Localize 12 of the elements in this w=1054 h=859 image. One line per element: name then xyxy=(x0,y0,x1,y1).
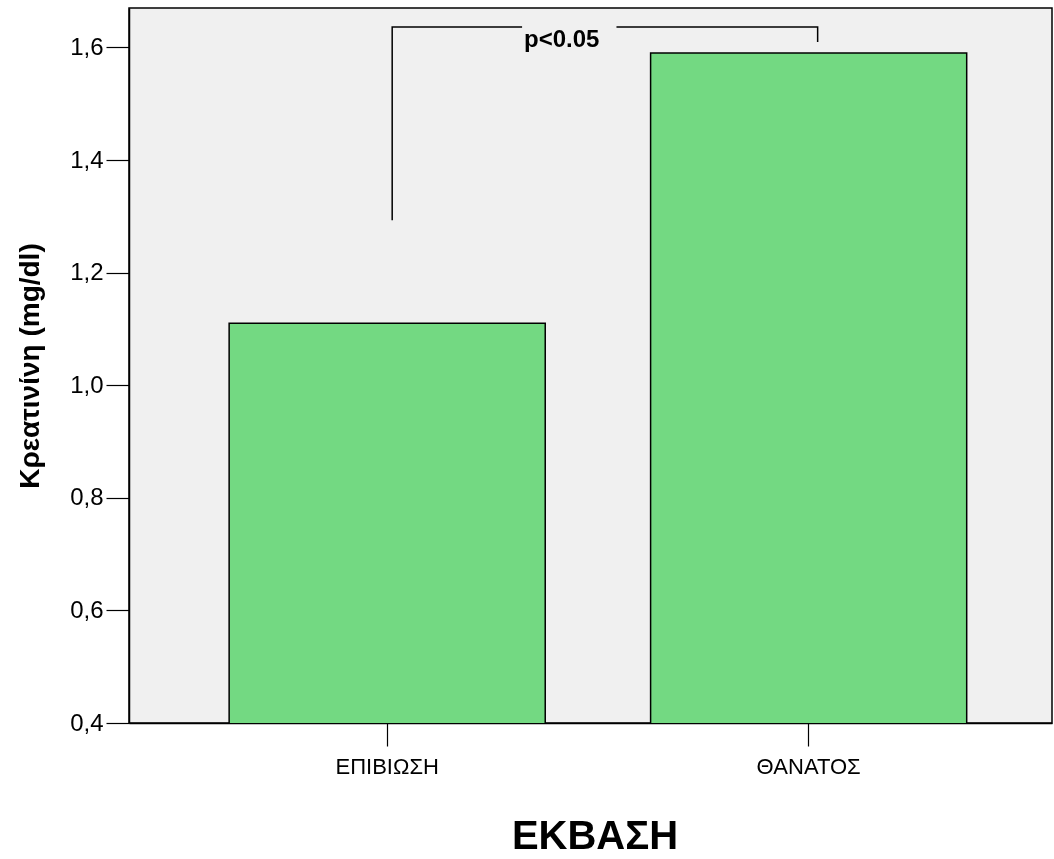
y-tick-label: 1,6 xyxy=(70,32,104,60)
x-tick-label: ΘΑΝΑΤΟΣ xyxy=(756,753,861,779)
y-tick-label: 1,4 xyxy=(70,145,104,173)
y-tick-label: 0,4 xyxy=(70,708,104,736)
y-axis-title: Κρεατινίνη (mg/dl) xyxy=(13,243,45,489)
x-axis-title: ΕΚΒΑΣΗ xyxy=(511,812,679,857)
x-tick-label: ΕΠΙΒΙΩΣΗ xyxy=(335,753,439,779)
y-tick-label: 1,2 xyxy=(70,258,104,286)
y-tick-label: 0,6 xyxy=(70,595,104,623)
y-tick-label: 0,8 xyxy=(70,483,104,511)
annotation: p<0.05 xyxy=(524,24,600,52)
y-tick-label: 1,0 xyxy=(70,370,104,398)
